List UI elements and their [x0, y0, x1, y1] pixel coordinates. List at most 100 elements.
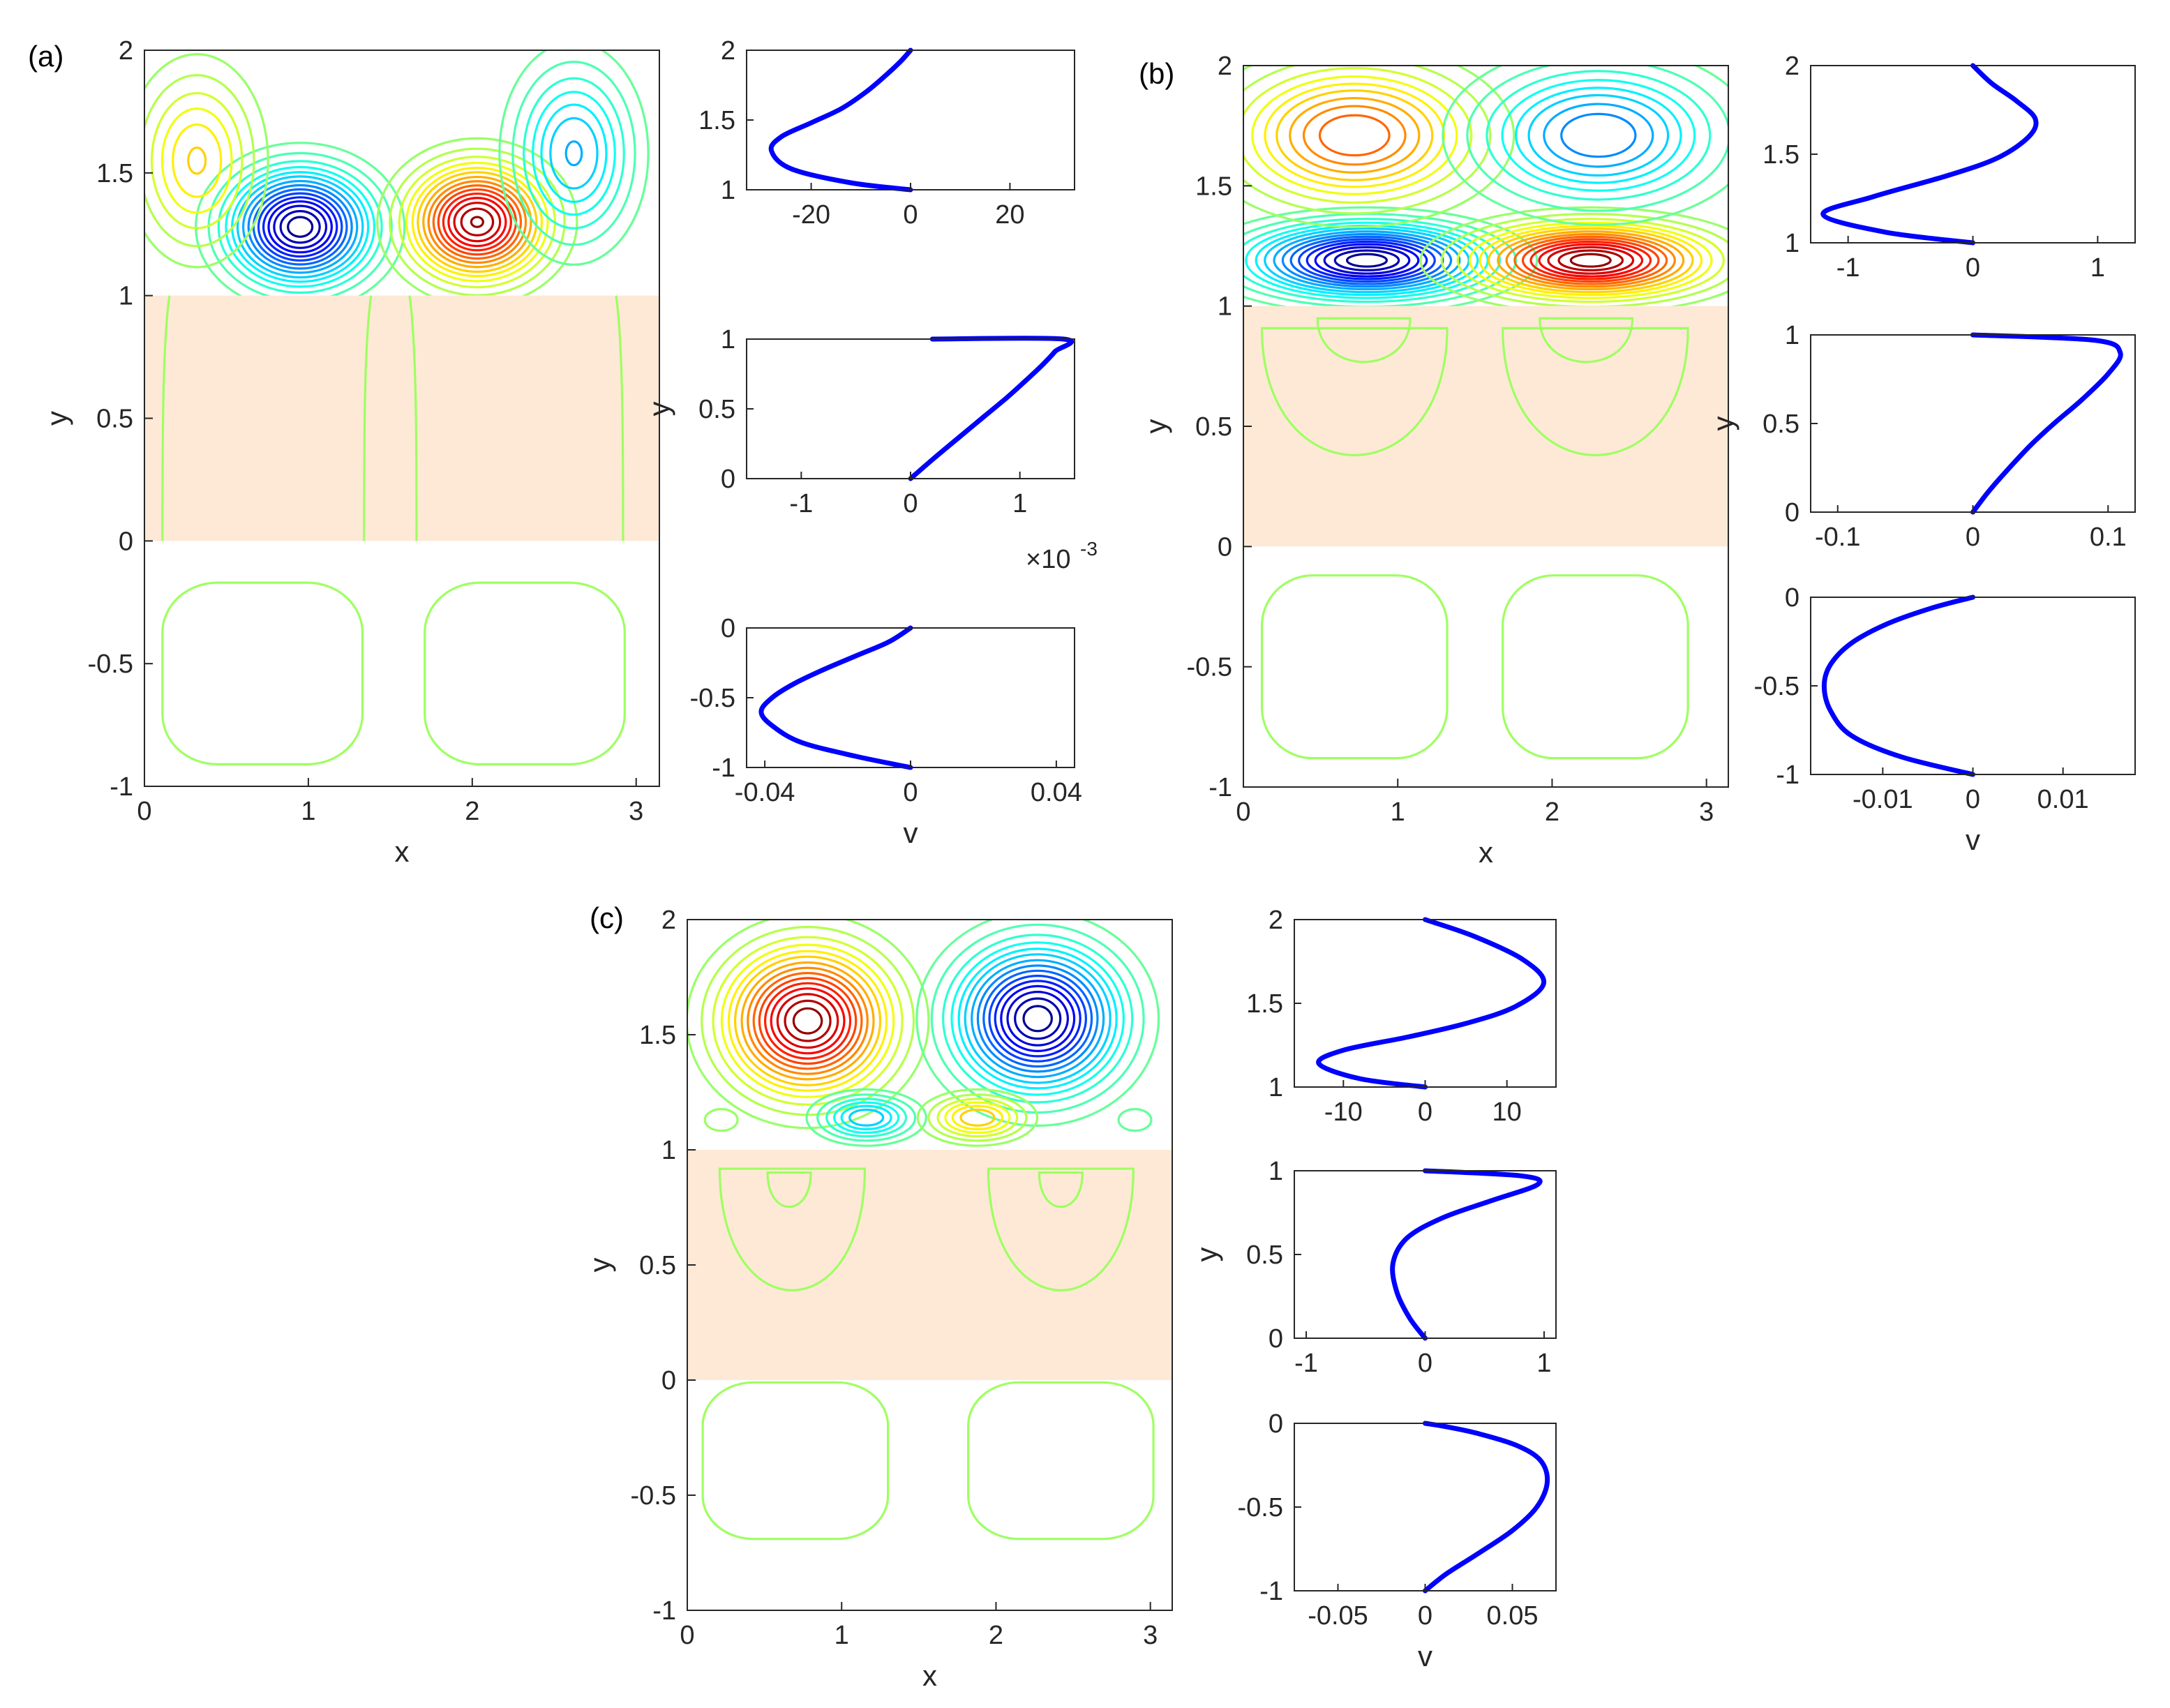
velocity-profile-line — [908, 336, 1074, 481]
velocity-profile-line — [768, 47, 913, 193]
contour-line — [1440, 213, 1728, 306]
y-tick-label: 0.5 — [1763, 410, 1799, 439]
contour-line — [279, 210, 321, 244]
contour-line — [816, 1093, 917, 1142]
contour-plot: 0 1 2 3 -1 -0.5 0 0.5 1 1.5 2 x y — [1139, 52, 1729, 869]
y-axis-label: y — [1139, 419, 1172, 434]
x-tick-label: 0 — [903, 200, 918, 230]
profile-plot-2: -1 0 1 0 0.5 1 y — [1190, 1157, 1557, 1378]
y-tick-label: 0.5 — [96, 405, 133, 434]
x-tick-label: -1 — [789, 489, 813, 518]
y-tick-label: 2 — [721, 36, 735, 66]
y-tick-label: 1 — [721, 176, 735, 205]
y-tick-label: 2 — [1218, 52, 1232, 81]
contour-line — [1022, 1005, 1053, 1033]
contour-line — [432, 184, 523, 260]
porous-contour-loop — [766, 1171, 812, 1208]
velocity-profile-line — [1970, 332, 2123, 515]
x-axis-label: x — [395, 835, 410, 868]
profile-plot-2: -1 0 1 0 0.5 1 y ×10 -3 — [643, 325, 1098, 574]
contour-line — [1000, 984, 1076, 1053]
contour-line — [776, 993, 839, 1049]
velocity-profile-line — [1820, 63, 2039, 246]
contour-line — [160, 107, 233, 214]
contour-line — [511, 60, 636, 246]
contour-line — [964, 953, 1112, 1084]
contour-line — [1560, 112, 1637, 158]
y-tick-label: 1.5 — [1246, 989, 1283, 1019]
contour-line — [427, 180, 527, 264]
y-tick-label: -1 — [712, 754, 735, 783]
contour-line — [236, 175, 364, 279]
y-tick-label: -0.5 — [631, 1481, 676, 1511]
profile-plot-2: -0.1 0 0.1 0 0.5 1 y — [1707, 321, 2136, 552]
y-tick-label: -1 — [110, 772, 133, 802]
contour-line — [994, 980, 1082, 1058]
contour-line — [422, 175, 532, 269]
porous-layer-band — [144, 295, 659, 541]
x-tick-label: 0 — [1236, 797, 1250, 827]
contour-line — [498, 50, 650, 266]
contour-line — [247, 183, 353, 270]
contour-line — [944, 1101, 1011, 1134]
y-axis-label: y — [1707, 417, 1739, 431]
x-tick-label: -0.01 — [1853, 785, 1913, 814]
y-tick-label: 0 — [721, 465, 735, 494]
contour-line — [172, 123, 223, 198]
contour-line — [1305, 240, 1428, 280]
contour-line — [1513, 235, 1668, 285]
contour-line — [1006, 990, 1069, 1047]
profile-plot-1: -10 0 10 1 1.5 2 — [1246, 906, 1557, 1127]
x-tick-label: -20 — [792, 200, 830, 230]
porous-contour-line — [161, 295, 171, 541]
x-multiplier: ×10 — [1026, 545, 1070, 574]
contour-line — [1345, 253, 1388, 268]
contour-line — [549, 117, 599, 190]
contour-line — [916, 1088, 1039, 1147]
contour-line — [1543, 103, 1654, 168]
porous-contour-loop — [987, 1167, 1135, 1291]
y-tick-label: 0 — [1218, 532, 1232, 562]
x-tick-label: -1 — [1294, 1349, 1318, 1378]
contour-line — [957, 947, 1118, 1090]
contour-line — [740, 961, 875, 1081]
contour-line — [442, 192, 512, 252]
contour-line — [564, 140, 583, 167]
x-axis-label: v — [1418, 1640, 1432, 1672]
contour-line — [195, 142, 406, 296]
contour-line — [267, 200, 333, 254]
velocity-profile-line — [1316, 917, 1546, 1090]
contour-line — [1487, 227, 1694, 294]
y-tick-label: 1 — [721, 325, 735, 354]
contour-line — [1569, 253, 1612, 268]
lower-contour-cell — [701, 1381, 890, 1541]
y-tick-label: -0.5 — [1187, 653, 1232, 682]
profile-plot-3: -0.04 0 0.04 -1 -0.5 0 v — [690, 614, 1082, 849]
x-tick-label: 10 — [1492, 1098, 1522, 1127]
y-tick-label: -0.5 — [1238, 1493, 1283, 1522]
contour-line — [1314, 243, 1420, 278]
contour-line — [701, 925, 915, 1116]
contour-line — [942, 934, 1134, 1104]
x-tick-label: -0.1 — [1815, 523, 1860, 552]
x-tick-label: 0 — [1418, 1098, 1432, 1127]
porous-contour-line — [615, 295, 624, 541]
y-tick-label: -0.5 — [1754, 672, 1799, 701]
x-axis-label: x — [922, 1659, 937, 1692]
contour-line — [959, 1108, 996, 1127]
y-tick-label: -0.5 — [690, 684, 735, 713]
lower-contour-cell — [1260, 574, 1449, 760]
y-tick-label: 1 — [1218, 292, 1232, 322]
lower-contour-cell — [967, 1381, 1155, 1541]
contour-line — [915, 920, 1160, 1127]
y-tick-label: -1 — [1259, 1577, 1283, 1606]
y-tick-label: 1 — [119, 282, 133, 311]
contour-line — [971, 959, 1105, 1079]
contour-line — [262, 196, 338, 258]
lower-contour-cell — [1502, 574, 1689, 760]
x-tick-label: 3 — [629, 797, 643, 826]
contour-line — [1243, 66, 1516, 229]
x-tick-label: 1 — [301, 797, 315, 826]
contour-line — [733, 955, 882, 1086]
